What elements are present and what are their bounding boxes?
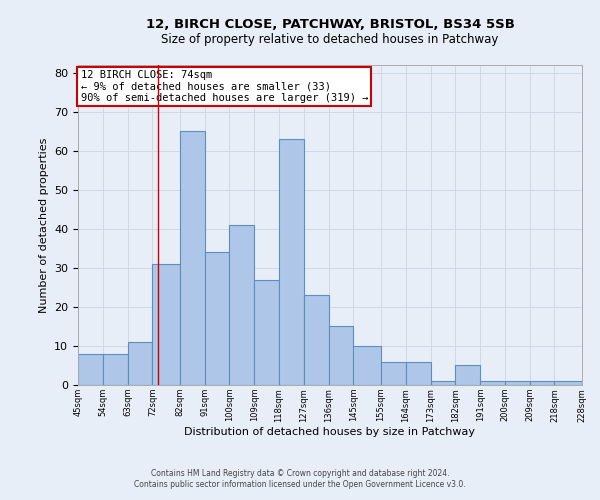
Bar xyxy=(304,295,329,385)
Bar xyxy=(431,381,455,385)
Y-axis label: Number of detached properties: Number of detached properties xyxy=(38,138,49,312)
Bar xyxy=(480,381,505,385)
Bar xyxy=(78,354,103,385)
Bar xyxy=(180,132,205,385)
Bar xyxy=(530,381,554,385)
Bar xyxy=(254,280,279,385)
Bar xyxy=(554,381,582,385)
Bar xyxy=(205,252,229,385)
Bar xyxy=(229,225,254,385)
Bar xyxy=(103,354,128,385)
Bar xyxy=(128,342,152,385)
X-axis label: Distribution of detached houses by size in Patchway: Distribution of detached houses by size … xyxy=(185,427,476,437)
Text: Size of property relative to detached houses in Patchway: Size of property relative to detached ho… xyxy=(161,32,499,46)
Bar xyxy=(152,264,180,385)
Bar xyxy=(353,346,381,385)
Bar xyxy=(505,381,530,385)
Text: 12, BIRCH CLOSE, PATCHWAY, BRISTOL, BS34 5SB: 12, BIRCH CLOSE, PATCHWAY, BRISTOL, BS34… xyxy=(146,18,514,30)
Bar xyxy=(329,326,353,385)
Bar xyxy=(279,139,304,385)
Text: Contains HM Land Registry data © Crown copyright and database right 2024.: Contains HM Land Registry data © Crown c… xyxy=(151,468,449,477)
Text: Contains public sector information licensed under the Open Government Licence v3: Contains public sector information licen… xyxy=(134,480,466,489)
Bar xyxy=(406,362,431,385)
Bar xyxy=(381,362,406,385)
Text: 12 BIRCH CLOSE: 74sqm
← 9% of detached houses are smaller (33)
90% of semi-detac: 12 BIRCH CLOSE: 74sqm ← 9% of detached h… xyxy=(80,70,368,103)
Bar xyxy=(455,366,480,385)
